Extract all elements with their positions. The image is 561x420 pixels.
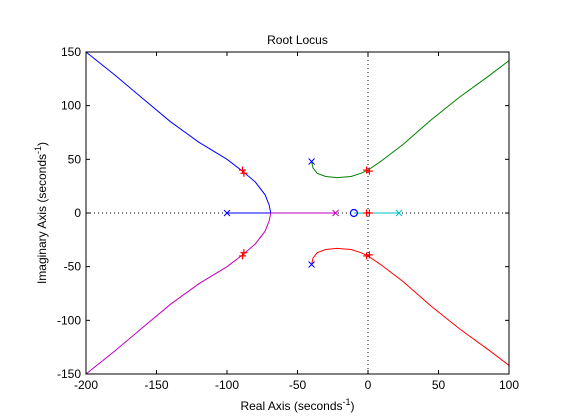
closed-loop-pole-marker: [239, 166, 247, 174]
locus-branch-6: [311, 247, 510, 366]
x-axis-label: Real Axis (seconds-1): [240, 397, 354, 413]
x-tick-label: -50: [289, 378, 307, 392]
pole-zero-markers: [223, 158, 403, 268]
x-tick-label: -100: [215, 378, 239, 392]
chart-title: Root Locus: [267, 33, 328, 47]
pole-x-stroke: [308, 158, 315, 165]
closed-loop-pole-marker: [365, 251, 373, 259]
locus-branch-1: [85, 51, 272, 214]
x-tick-label: -150: [144, 378, 168, 392]
locus-branch-5: [311, 60, 510, 179]
y-tick-label: -100: [57, 313, 81, 327]
pole-marker: [332, 209, 339, 217]
x-tick-label: 50: [432, 378, 446, 392]
y-tick-label: 0: [74, 206, 81, 220]
locus-branches: [85, 51, 510, 375]
y-tick-label: -50: [64, 260, 82, 274]
pole-marker: [223, 209, 231, 217]
closed-loop-pole-marker: [240, 249, 248, 257]
x-tick-label: 0: [365, 378, 372, 392]
y-tick-label: -150: [57, 367, 81, 381]
zero-marker: [349, 208, 358, 218]
pole-marker: [308, 261, 315, 268]
closed-loop-pole-marker: [365, 209, 373, 217]
axis-ticks: -200 -150 -100 -50 0 50 100-150-100-5005010015…: [57, 45, 519, 392]
closed-loop-pole-marker: [365, 167, 373, 175]
pole-marker: [395, 209, 403, 217]
y-tick-label: 50: [68, 152, 82, 166]
pole-x-stroke: [395, 209, 403, 217]
x-tick-label: 100: [499, 378, 519, 392]
pole-x-stroke: [223, 209, 231, 217]
closed-loop-pole-marker: [239, 252, 247, 260]
pole-x-stroke: [332, 209, 339, 217]
y-axis-label: Imaginary Axis (seconds-1): [33, 142, 49, 284]
x-tick-label: -200: [74, 378, 98, 392]
pole-x-stroke: [308, 261, 315, 268]
y-tick-label: 100: [61, 99, 81, 113]
closed-loop-pole-marker: [240, 169, 248, 177]
locus-branch-3: [85, 212, 272, 375]
y-tick-label: 150: [61, 45, 81, 59]
pole-marker: [308, 158, 315, 165]
